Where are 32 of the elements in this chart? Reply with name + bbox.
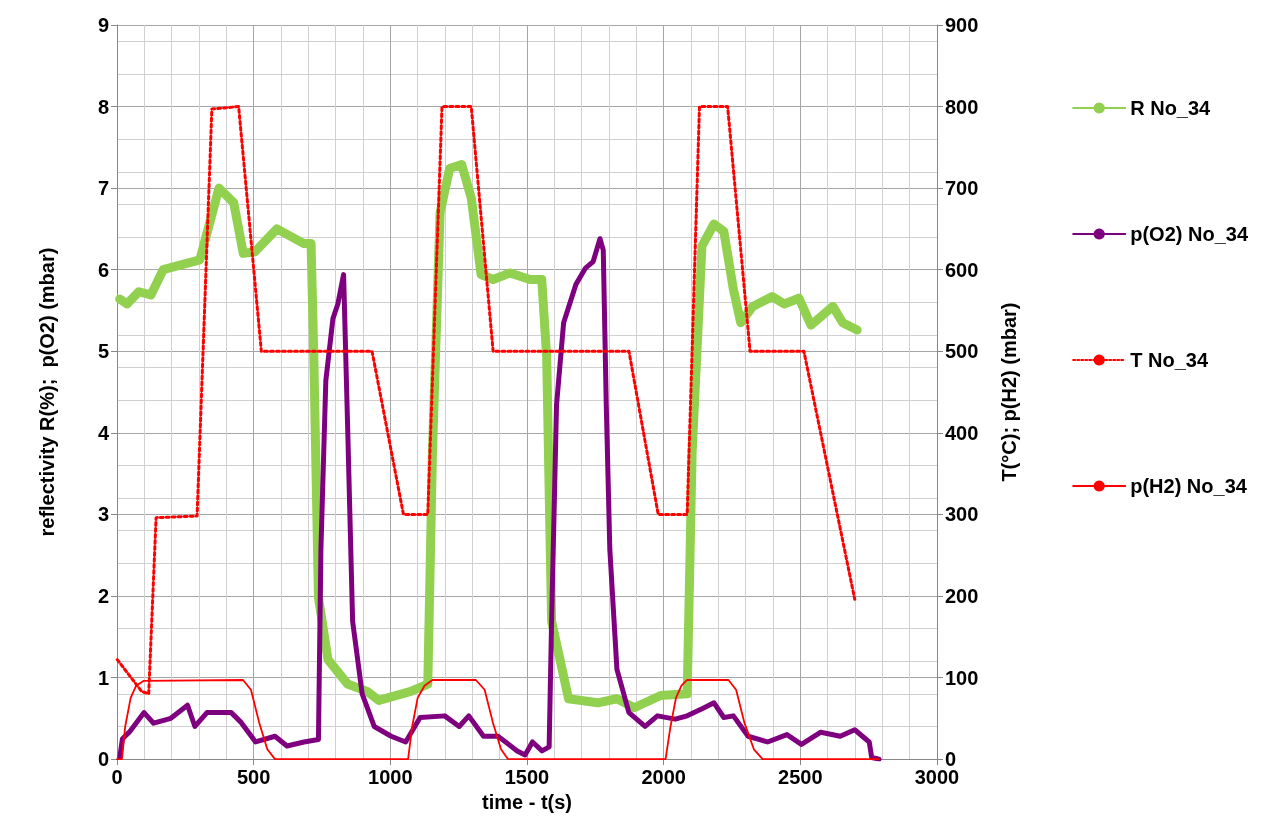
x-tick-label: 2000 bbox=[641, 766, 686, 789]
y-tick-label: 2 bbox=[97, 584, 109, 607]
y-tick-label: 5 bbox=[97, 340, 109, 363]
y-tick-label: 6 bbox=[97, 258, 109, 281]
legend-label: R No_34 bbox=[1130, 97, 1212, 119]
y-tick-label: 4 bbox=[97, 421, 110, 444]
x-tick-label: 500 bbox=[236, 766, 271, 789]
x-tick-label: 1000 bbox=[368, 766, 413, 789]
y-axis-title: reflectivity R(%); p(O2) (mbar) bbox=[36, 247, 58, 537]
legend-label: p(H2) No_34 bbox=[1130, 475, 1248, 497]
y2-tick-label: 700 bbox=[945, 177, 979, 200]
y-tick-label: 0 bbox=[97, 748, 109, 771]
y2-tick-label: 300 bbox=[945, 503, 979, 526]
legend-label: T No_34 bbox=[1130, 349, 1209, 371]
y2-tick-label: 900 bbox=[945, 14, 979, 36]
y2-tick-label: 800 bbox=[945, 95, 979, 118]
y-tick-label: 1 bbox=[97, 666, 109, 689]
y2-tick-label: 400 bbox=[945, 421, 979, 444]
y2-tick-label: 600 bbox=[945, 258, 979, 281]
y2-axis-title: T(°C); p(H2) (mbar) bbox=[998, 302, 1020, 482]
x-axis-title: time - t(s) bbox=[482, 791, 572, 813]
y2-tick-label: 100 bbox=[945, 666, 979, 689]
x-tick-label: 0 bbox=[111, 766, 123, 789]
y2-tick-label: 200 bbox=[945, 584, 979, 607]
y-tick-label: 7 bbox=[97, 177, 109, 200]
x-tick-label: 2500 bbox=[778, 766, 823, 789]
x-tick-label: 1500 bbox=[504, 766, 550, 789]
y-tick-label: 8 bbox=[97, 95, 109, 118]
legend-label: p(O2) No_34 bbox=[1130, 223, 1249, 245]
y2-tick-label: 500 bbox=[945, 340, 979, 363]
y-tick-label: 3 bbox=[97, 503, 109, 526]
y-tick-label: 9 bbox=[97, 14, 109, 36]
